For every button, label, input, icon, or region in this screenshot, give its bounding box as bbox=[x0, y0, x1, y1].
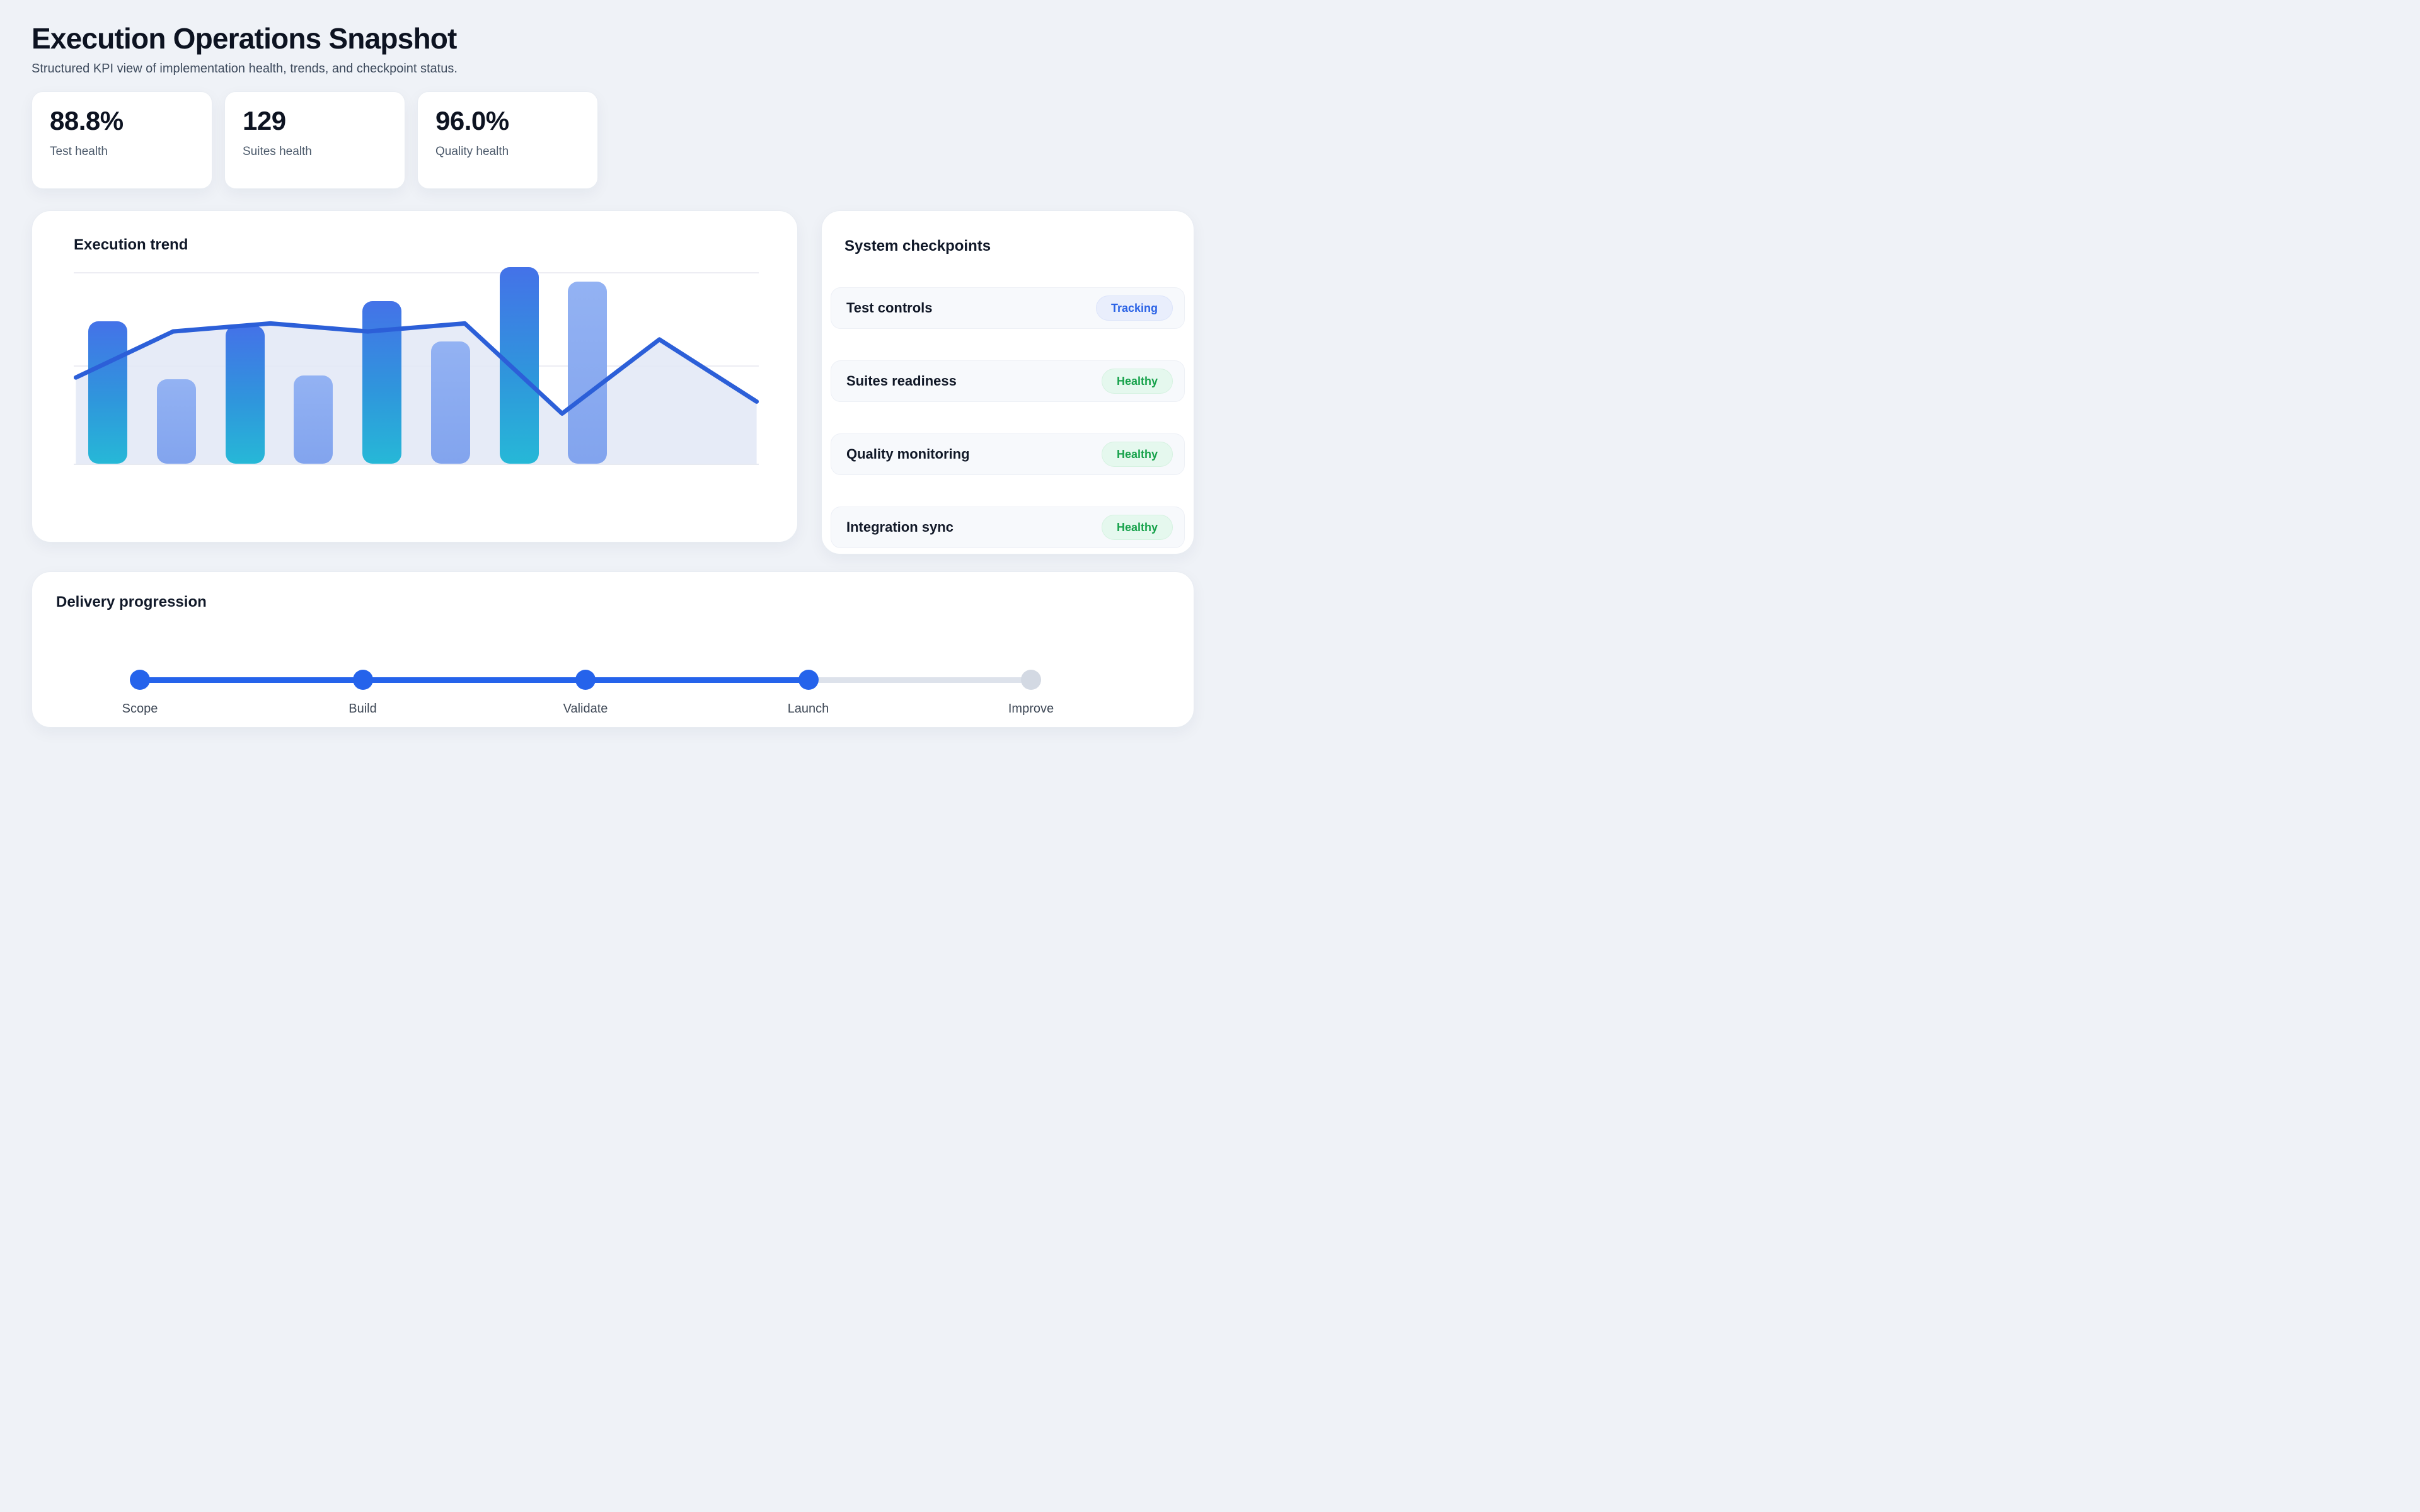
step-launch[interactable]: Launch bbox=[758, 670, 859, 716]
step-dot[interactable] bbox=[352, 670, 373, 690]
checkpoint-row-test-controls[interactable]: Test controls Tracking bbox=[831, 287, 1185, 329]
step-label: Improve bbox=[1008, 702, 1054, 716]
step-label: Validate bbox=[563, 702, 608, 716]
step-build[interactable]: Build bbox=[313, 670, 413, 716]
page-title: Execution Operations Snapshot bbox=[32, 22, 457, 55]
execution-trend-chart bbox=[74, 263, 759, 465]
step-label: Scope bbox=[122, 702, 158, 716]
delivery-progression-card: Delivery progression Scope Build Validat… bbox=[32, 571, 1194, 728]
bar bbox=[294, 375, 333, 464]
checkpoint-row-quality-monitoring[interactable]: Quality monitoring Healthy bbox=[831, 433, 1185, 475]
checkpoint-label: Integration sync bbox=[846, 519, 954, 535]
system-checkpoints-card: System checkpoints Test controls Trackin… bbox=[821, 210, 1194, 554]
checkpoints-list: Test controls Tracking Suites readiness … bbox=[831, 287, 1185, 548]
kpi-value: 129 bbox=[243, 106, 286, 135]
step-dot[interactable] bbox=[575, 670, 596, 690]
status-badge: Healthy bbox=[1101, 442, 1173, 467]
execution-trend-card: Execution trend bbox=[32, 210, 798, 542]
step-scope[interactable]: Scope bbox=[89, 670, 190, 716]
bar bbox=[499, 267, 539, 464]
step-validate[interactable]: Validate bbox=[535, 670, 636, 716]
kpi-row: 88.8% Test health 129 Suites health 96.0… bbox=[32, 91, 1194, 189]
kpi-label: Test health bbox=[50, 145, 108, 158]
kpi-card-quality-health: 96.0% Quality health bbox=[417, 91, 598, 189]
trend-line bbox=[74, 321, 759, 416]
kpi-value: 96.0% bbox=[435, 106, 509, 135]
bar bbox=[430, 341, 470, 464]
checkpoint-label: Quality monitoring bbox=[846, 446, 970, 462]
step-label: Build bbox=[349, 702, 377, 716]
bar bbox=[88, 321, 128, 464]
step-label: Launch bbox=[787, 702, 829, 716]
bar bbox=[157, 379, 197, 464]
kpi-label: Quality health bbox=[435, 145, 509, 158]
page-subtitle: Structured KPI view of implementation he… bbox=[32, 62, 458, 76]
main-row: Execution trend System checkpoints Test … bbox=[32, 210, 1194, 554]
delivery-stepper: Scope Build Validate Launch Improve bbox=[122, 670, 1054, 716]
step-improve[interactable]: Improve bbox=[981, 670, 1081, 716]
stepper-track-progress bbox=[140, 677, 809, 683]
checkpoint-label: Test controls bbox=[846, 300, 933, 316]
dashboard-page: Execution Operations Snapshot Structured… bbox=[0, 0, 1210, 728]
kpi-value: 88.8% bbox=[50, 106, 124, 135]
status-badge: Tracking bbox=[1095, 295, 1173, 321]
chart-title: Execution trend bbox=[74, 236, 188, 253]
chart-gridline bbox=[74, 272, 759, 273]
kpi-card-test-health: 88.8% Test health bbox=[32, 91, 212, 189]
step-dot[interactable] bbox=[1021, 670, 1041, 690]
bar-series bbox=[74, 263, 759, 464]
checkpoint-row-integration-sync[interactable]: Integration sync Healthy bbox=[831, 507, 1185, 548]
checkpoints-title: System checkpoints bbox=[844, 238, 991, 255]
status-badge: Healthy bbox=[1101, 369, 1173, 394]
checkpoint-row-suites-readiness[interactable]: Suites readiness Healthy bbox=[831, 360, 1185, 402]
step-dot[interactable] bbox=[798, 670, 819, 690]
kpi-label: Suites health bbox=[243, 145, 312, 158]
delivery-title: Delivery progression bbox=[56, 593, 207, 610]
checkpoint-label: Suites readiness bbox=[846, 373, 957, 389]
status-badge: Healthy bbox=[1101, 515, 1173, 540]
step-dot[interactable] bbox=[130, 670, 150, 690]
bar bbox=[225, 325, 265, 464]
bar bbox=[568, 281, 608, 464]
kpi-card-suites-health: 129 Suites health bbox=[224, 91, 405, 189]
